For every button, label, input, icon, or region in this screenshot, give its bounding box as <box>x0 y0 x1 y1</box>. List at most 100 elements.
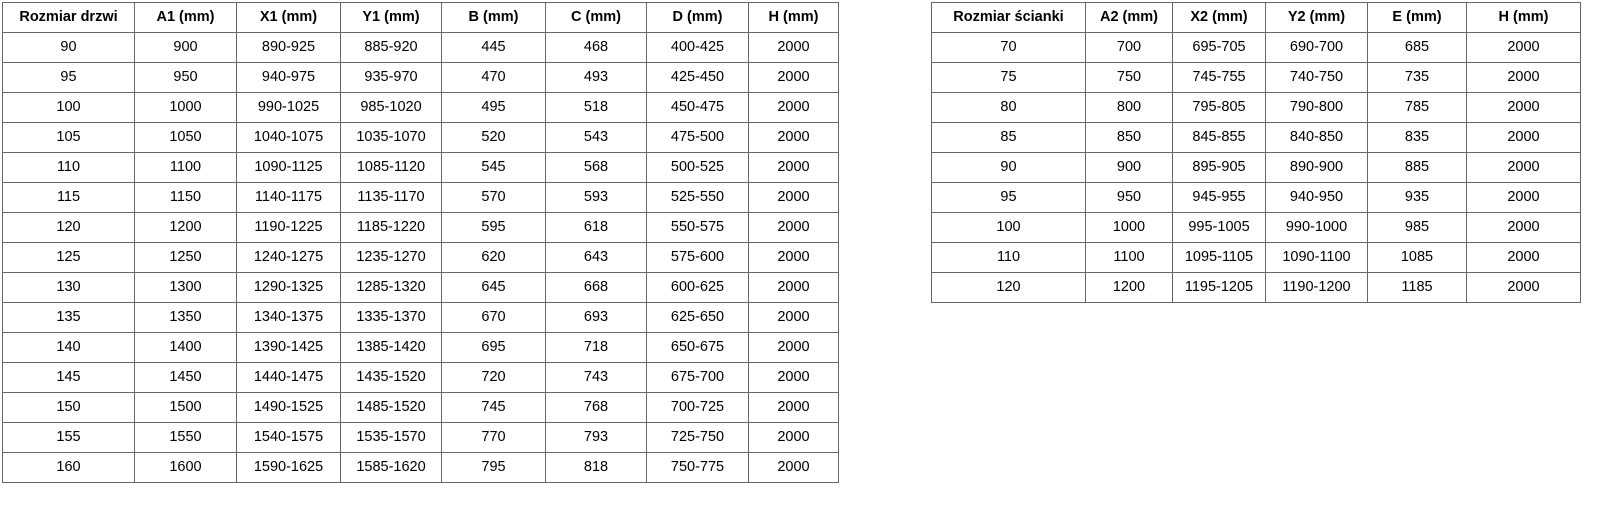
table-cell: 690-700 <box>1265 32 1368 63</box>
column-header: E (mm) <box>1367 2 1467 33</box>
table-cell: 790-800 <box>1265 92 1368 123</box>
column-header: D (mm) <box>646 2 749 33</box>
table-cell: 1400 <box>134 332 237 363</box>
table-cell: 2000 <box>1466 122 1581 153</box>
row-size-cell: 75 <box>931 62 1086 93</box>
table-cell: 890-925 <box>236 32 341 63</box>
table-cell: 1095-1105 <box>1172 242 1266 273</box>
table-cell: 890-900 <box>1265 152 1368 183</box>
table-cell: 2000 <box>748 332 839 363</box>
table-cell: 1290-1325 <box>236 272 341 303</box>
table-row: 90 900 895-905 890-900 885 2000 <box>931 152 1581 183</box>
row-size-cell: 95 <box>931 182 1086 213</box>
doors-dimensions-table: Rozmiar drzwi A1 (mm) X1 (mm) Y1 (mm) B (mm)… <box>2 2 839 483</box>
table-cell: 935 <box>1367 182 1467 213</box>
column-header: Rozmiar ścianki <box>931 2 1086 33</box>
table-row: 160 1600 1590-1625 1585-1620 795 818 750-775 20… <box>2 452 839 483</box>
table-cell: 1135-1170 <box>340 182 442 213</box>
column-header: Y1 (mm) <box>340 2 442 33</box>
table-cell: 990-1025 <box>236 92 341 123</box>
table-row: 140 1400 1390-1425 1385-1420 695 718 650-675 20… <box>2 332 839 363</box>
table-cell: 2000 <box>748 302 839 333</box>
table-row: 100 1000 995-1005 990-1000 985 2000 <box>931 212 1581 243</box>
table-cell: 950 <box>1085 182 1173 213</box>
table-cell: 400-425 <box>646 32 749 63</box>
table-cell: 1490-1525 <box>236 392 341 423</box>
table-row: 145 1450 1440-1475 1435-1520 720 743 675-700 20… <box>2 362 839 393</box>
column-header: Rozmiar drzwi <box>2 2 135 33</box>
table-cell: 2000 <box>748 272 839 303</box>
row-size-cell: 115 <box>2 182 135 213</box>
table-cell: 470 <box>441 62 546 93</box>
row-size-cell: 90 <box>2 32 135 63</box>
table-cell: 625-650 <box>646 302 749 333</box>
row-size-cell: 110 <box>931 242 1086 273</box>
row-size-cell: 100 <box>931 212 1086 243</box>
table-row: 70 700 695-705 690-700 685 2000 <box>931 32 1581 63</box>
table-cell: 620 <box>441 242 546 273</box>
table-cell: 1185-1220 <box>340 212 442 243</box>
table-cell: 695 <box>441 332 546 363</box>
table-cell: 1340-1375 <box>236 302 341 333</box>
table-cell: 2000 <box>1466 272 1581 303</box>
table-cell: 2000 <box>1466 62 1581 93</box>
table-cell: 2000 <box>748 392 839 423</box>
row-size-cell: 160 <box>2 452 135 483</box>
table-cell: 1590-1625 <box>236 452 341 483</box>
table-cell: 570 <box>441 182 546 213</box>
row-size-cell: 95 <box>2 62 135 93</box>
table-cell: 1150 <box>134 182 237 213</box>
table-cell: 543 <box>545 122 647 153</box>
table-cell: 1435-1520 <box>340 362 442 393</box>
doors-table-body: 90 900 890-925 885-920 445 468 400-425 2000 95 95… <box>2 32 839 483</box>
table-cell: 743 <box>545 362 647 393</box>
table-cell: 745-755 <box>1172 62 1266 93</box>
table-cell: 2000 <box>748 62 839 93</box>
table-cell: 568 <box>545 152 647 183</box>
table-row: 110 1100 1090-1125 1085-1120 545 568 500-525 20… <box>2 152 839 183</box>
table-cell: 1450 <box>134 362 237 393</box>
table-cell: 1000 <box>1085 212 1173 243</box>
table-cell: 1085-1120 <box>340 152 442 183</box>
table-cell: 425-450 <box>646 62 749 93</box>
table-cell: 1190-1225 <box>236 212 341 243</box>
row-size-cell: 120 <box>2 212 135 243</box>
row-size-cell: 120 <box>931 272 1086 303</box>
table-cell: 1585-1620 <box>340 452 442 483</box>
table-cell: 1100 <box>134 152 237 183</box>
table-cell: 468 <box>545 32 647 63</box>
table-row: 130 1300 1290-1325 1285-1320 645 668 600-625 20… <box>2 272 839 303</box>
table-cell: 840-850 <box>1265 122 1368 153</box>
table-cell: 1200 <box>134 212 237 243</box>
table-cell: 900 <box>134 32 237 63</box>
table-cell: 2000 <box>748 92 839 123</box>
table-cell: 800 <box>1085 92 1173 123</box>
table-cell: 2000 <box>748 152 839 183</box>
table-cell: 1540-1575 <box>236 422 341 453</box>
table-cell: 618 <box>545 212 647 243</box>
table-cell: 2000 <box>748 452 839 483</box>
table-row: 75 750 745-755 740-750 735 2000 <box>931 62 1581 93</box>
row-size-cell: 110 <box>2 152 135 183</box>
table-cell: 770 <box>441 422 546 453</box>
table-cell: 990-1000 <box>1265 212 1368 243</box>
table-row: 95 950 940-975 935-970 470 493 425-450 2000 <box>2 62 839 93</box>
table-cell: 685 <box>1367 32 1467 63</box>
table-cell: 1140-1175 <box>236 182 341 213</box>
table-cell: 1195-1205 <box>1172 272 1266 303</box>
table-cell: 2000 <box>1466 212 1581 243</box>
walls-dimensions-table: Rozmiar ścianki A2 (mm) X2 (mm) Y2 (mm) E (m… <box>931 2 1581 303</box>
table-cell: 985 <box>1367 212 1467 243</box>
table-cell: 995-1005 <box>1172 212 1266 243</box>
table-cell: 895-905 <box>1172 152 1266 183</box>
table-cell: 1550 <box>134 422 237 453</box>
row-size-cell: 155 <box>2 422 135 453</box>
table-cell: 718 <box>545 332 647 363</box>
table-cell: 1190-1200 <box>1265 272 1368 303</box>
row-size-cell: 145 <box>2 362 135 393</box>
table-cell: 1085 <box>1367 242 1467 273</box>
table-cell: 595 <box>441 212 546 243</box>
table-row: 95 950 945-955 940-950 935 2000 <box>931 182 1581 213</box>
table-cell: 1250 <box>134 242 237 273</box>
